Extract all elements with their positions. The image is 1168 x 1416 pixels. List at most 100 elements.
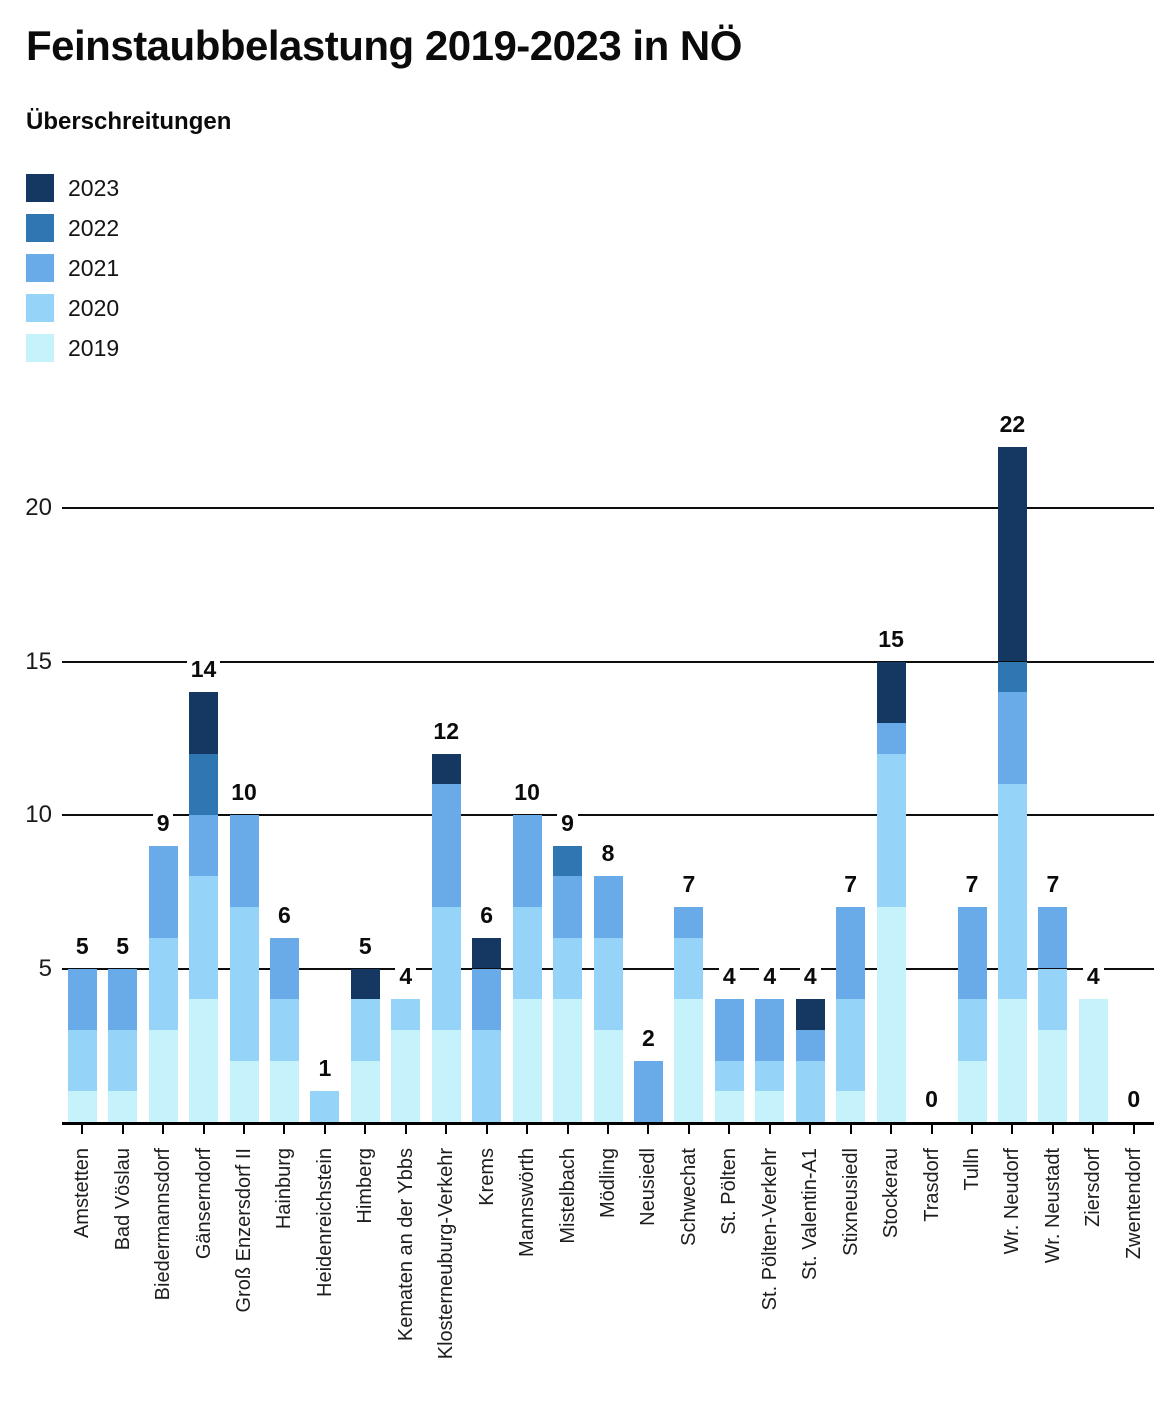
bar-segment-2019-Gänserndorf xyxy=(189,999,219,1122)
bar-segment-2023-Krems xyxy=(472,937,502,969)
x-axis-label-Kematen an der Ybbs: Kematen an der Ybbs xyxy=(394,1148,417,1342)
bar-segment-2019-Wr. Neudorf xyxy=(997,999,1027,1122)
bar-value-label-Schwechat: 7 xyxy=(669,869,709,899)
legend-label: 2021 xyxy=(68,254,120,281)
x-axis-label-Amstetten: Amstetten xyxy=(71,1148,94,1239)
legend-label: 2023 xyxy=(68,174,120,201)
bar-segment-2021-Krems xyxy=(472,968,502,1030)
bar-segment-2022-Gänserndorf xyxy=(189,753,219,815)
bar-segment-2020-St. Pölten xyxy=(714,1060,744,1092)
bar-segment-2019-Bad Vöslau xyxy=(108,1091,138,1122)
x-axis-tick xyxy=(890,1125,893,1134)
legend-swatch xyxy=(26,294,54,322)
x-axis-tick xyxy=(202,1125,205,1134)
bar-value-label-Bad Vöslau: 5 xyxy=(102,931,142,961)
x-axis-label-Gänserndorf: Gänserndorf xyxy=(192,1148,215,1260)
bar-segment-2020-Kematen an der Ybbs xyxy=(391,999,421,1030)
x-axis-label-Schwechat: Schwechat xyxy=(677,1148,700,1246)
x-axis-tick xyxy=(768,1125,771,1134)
legend-swatch xyxy=(26,214,54,242)
legend-item-2023: 2023 xyxy=(26,174,119,202)
bar-segment-2020-Klosterneuburg-Verkehr xyxy=(431,907,461,1030)
bar-segment-2019-Stixneusiedl xyxy=(836,1091,866,1122)
x-axis-label-Mistelbach: Mistelbach xyxy=(556,1148,579,1244)
bar-segment-2021-Mannswörth xyxy=(512,815,542,908)
legend-item-2022: 2022 xyxy=(26,214,119,242)
bar-segment-2021-Mödling xyxy=(593,876,623,938)
x-axis-label-St. Valentin-A1: St. Valentin-A1 xyxy=(799,1148,822,1280)
bar-segment-2020-St. Pölten-Verkehr xyxy=(755,1060,785,1092)
x-axis-tick xyxy=(607,1125,609,1134)
bar-value-label-Kematen an der Ybbs: 4 xyxy=(386,961,426,991)
bar-segment-2019-Ziersdorf xyxy=(1078,999,1108,1122)
bar-segment-2021-Gänserndorf xyxy=(189,815,219,877)
bar-segment-2023-Gänserndorf xyxy=(189,692,219,754)
x-axis-tick xyxy=(283,1125,286,1134)
x-axis-label-St. Pölten-Verkehr: St. Pölten-Verkehr xyxy=(758,1148,781,1311)
legend-item-2019: 2019 xyxy=(26,334,119,362)
bar-segment-2020-St. Valentin-A1 xyxy=(795,1060,825,1122)
x-axis-label-Groß Enzersdorf II: Groß Enzersdorf II xyxy=(233,1148,255,1313)
x-axis-tick xyxy=(404,1125,407,1134)
x-axis-tick xyxy=(1011,1125,1014,1134)
y-tick-label-20: 20 xyxy=(25,494,52,521)
bar-value-label-Wr. Neudorf: 22 xyxy=(992,409,1032,439)
legend: 2023 2022 2021 2020 2019 xyxy=(26,174,119,362)
bar-value-label-Mödling: 8 xyxy=(588,838,628,868)
bar-value-label-Wr. Neustadt: 7 xyxy=(1033,869,1073,899)
bar-value-label-St. Valentin-A1: 4 xyxy=(790,961,830,991)
bar-segment-2023-St. Valentin-A1 xyxy=(795,999,825,1030)
bar-segment-2021-Wr. Neudorf xyxy=(997,692,1027,785)
bar-segment-2019-Tulln xyxy=(957,1060,987,1122)
x-axis-label-Biedermannsdorf: Biedermannsdorf xyxy=(152,1148,175,1301)
bar-value-label-Gänserndorf: 14 xyxy=(183,654,223,684)
bar-segment-2020-Mannswörth xyxy=(512,907,542,1000)
x-axis-line xyxy=(62,1122,1154,1125)
bar-value-label-Mistelbach: 9 xyxy=(547,808,587,838)
bar-segment-2021-Groß Enzersdorf II xyxy=(229,815,259,908)
legend-swatch xyxy=(26,254,54,282)
chart-subtitle: Überschreitungen xyxy=(26,108,232,135)
bar-segment-2020-Bad Vöslau xyxy=(108,1029,138,1092)
bar-segment-2019-Amstetten xyxy=(67,1091,97,1122)
x-axis-label-Wr. Neudorf: Wr. Neudorf xyxy=(1001,1148,1024,1255)
bar-value-label-Klosterneuburg-Verkehr: 12 xyxy=(426,716,466,746)
bar-segment-2020-Hainburg xyxy=(269,999,299,1061)
bar-segment-2020-Wr. Neustadt xyxy=(1038,968,1068,1030)
bar-value-label-Heidenreichstein: 1 xyxy=(305,1053,345,1083)
x-axis-tick xyxy=(526,1125,529,1134)
x-axis-label-Bad Vöslau: Bad Vöslau xyxy=(111,1148,134,1251)
bar-segment-2020-Heidenreichstein xyxy=(310,1091,340,1122)
bar-segment-2019-St. Pölten xyxy=(714,1091,744,1122)
bar-value-label-Amstetten: 5 xyxy=(62,931,102,961)
bar-segment-2023-Klosterneuburg-Verkehr xyxy=(431,753,461,785)
bar-segment-2021-St. Pölten-Verkehr xyxy=(755,999,785,1061)
bar-segment-2020-Stockerau xyxy=(876,753,906,908)
gridline-20 xyxy=(62,507,1154,509)
x-axis-label-St. Pölten: St. Pölten xyxy=(718,1148,741,1235)
bar-segment-2020-Tulln xyxy=(957,999,987,1061)
x-axis-tick xyxy=(485,1125,488,1134)
bar-segment-2022-Wr. Neudorf xyxy=(997,661,1027,693)
x-axis-label-Zwentendorf: Zwentendorf xyxy=(1122,1148,1145,1260)
x-axis-label-Ziersdorf: Ziersdorf xyxy=(1082,1148,1105,1227)
bar-value-label-Hainburg: 6 xyxy=(264,900,304,930)
legend-item-2021: 2021 xyxy=(26,254,119,282)
bar-value-label-Biedermannsdorf: 9 xyxy=(143,808,183,838)
legend-swatch xyxy=(26,334,54,362)
x-axis-label-Mannswörth: Mannswörth xyxy=(516,1148,539,1257)
bar-segment-2021-Stixneusiedl xyxy=(836,907,866,1000)
x-axis-tick xyxy=(81,1125,84,1134)
bar-segment-2020-Stixneusiedl xyxy=(836,999,866,1092)
bar-segment-2020-Krems xyxy=(472,1029,502,1122)
bar-segment-2019-Groß Enzersdorf II xyxy=(229,1060,259,1122)
x-axis-tick xyxy=(809,1125,812,1134)
x-axis-tick xyxy=(728,1125,731,1134)
bar-segment-2021-Klosterneuburg-Verkehr xyxy=(431,784,461,908)
chart-area: 5 10 15 20 5 Amstetten 5 Bad Vöslau 9 Biedermanns… xyxy=(0,410,1168,1416)
bar-segment-2023-Stockerau xyxy=(876,661,906,723)
bar-value-label-Zwentendorf: 0 xyxy=(1114,1084,1154,1114)
x-axis-tick xyxy=(647,1125,650,1134)
bar-segment-2022-Mistelbach xyxy=(553,845,583,877)
x-axis-label-Heidenreichstein: Heidenreichstein xyxy=(313,1148,336,1297)
